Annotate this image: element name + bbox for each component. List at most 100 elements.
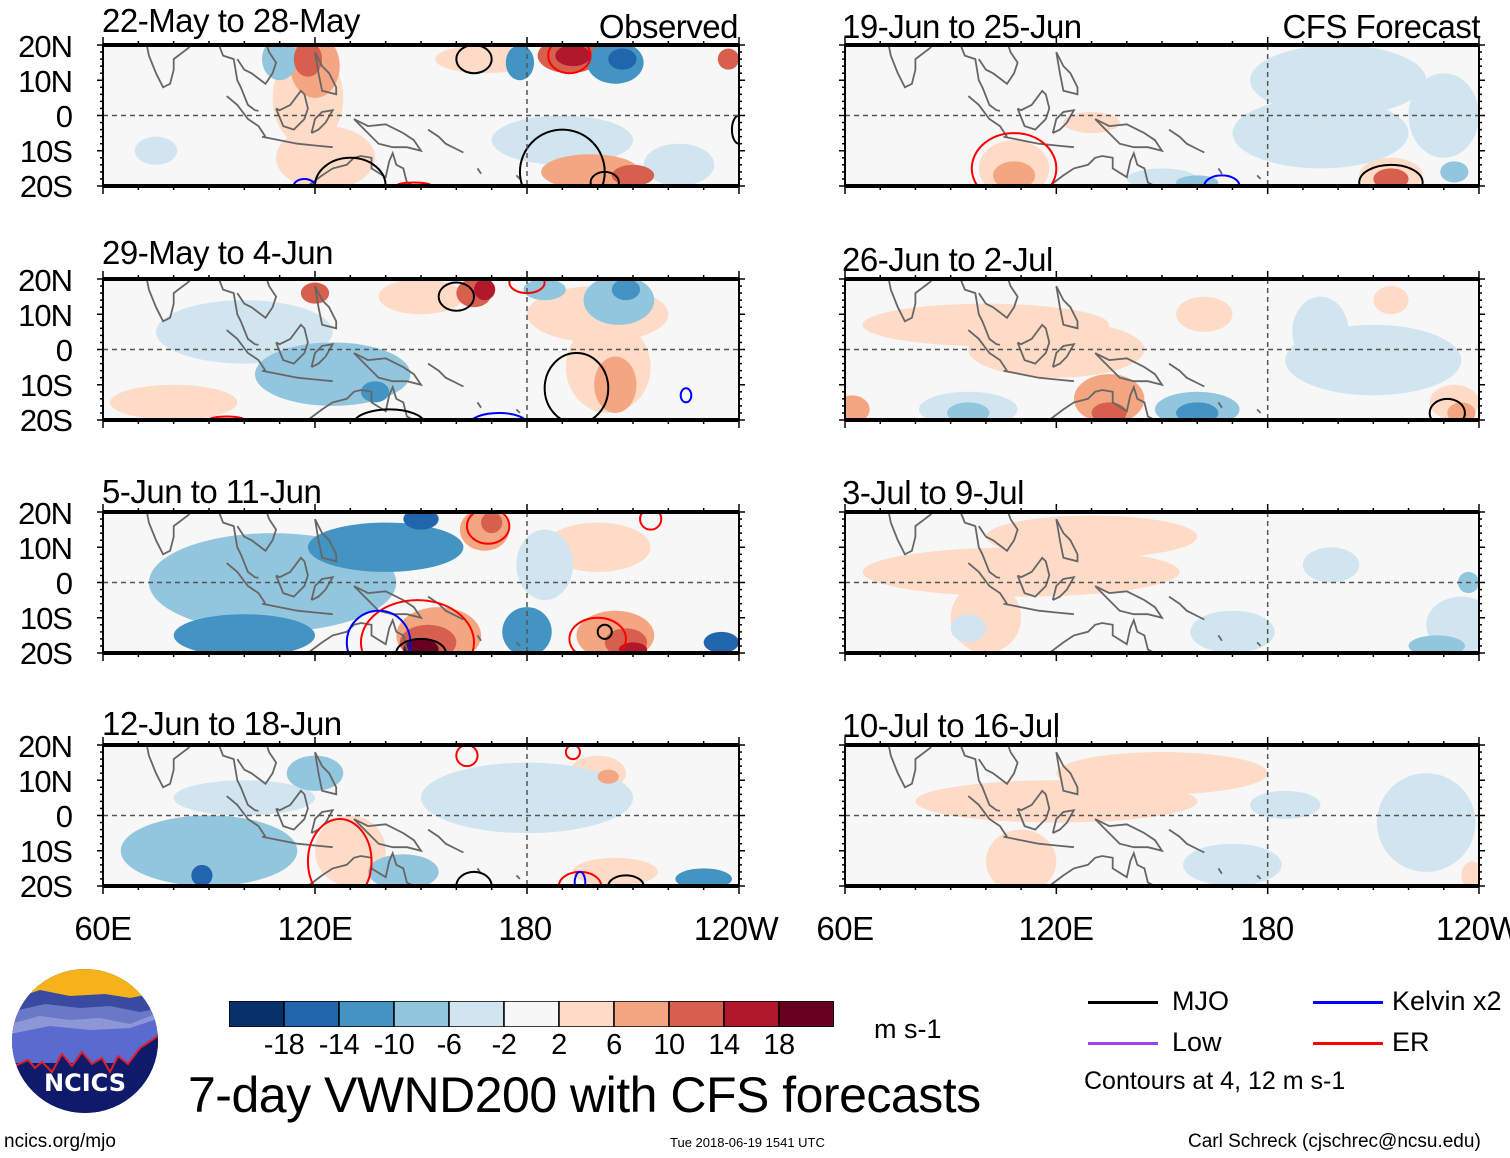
anomaly-shading	[173, 614, 315, 653]
wave-contour	[1203, 174, 1241, 186]
lat-tick-label: 10N	[18, 531, 73, 566]
lat-tick-label: 20N	[18, 263, 73, 298]
lat-tick-label: 20N	[18, 496, 73, 531]
anomaly-shading	[120, 815, 298, 886]
wave-contour	[589, 170, 620, 186]
coastline	[427, 128, 464, 154]
lon-tick-label: 60E	[74, 910, 132, 947]
anomaly-shading	[1373, 286, 1409, 315]
coastline	[292, 384, 415, 420]
coastline	[1003, 835, 1074, 849]
panel-title-fcst-1: 19-Jun to 25-Jun	[842, 8, 1082, 45]
wave-contour	[345, 609, 412, 653]
panel-title-obs-2: 29-May to 4-Jun	[102, 234, 333, 271]
coastline	[967, 562, 1008, 605]
colorbar-tick-label: 6	[606, 1029, 622, 1061]
anomaly-shading	[950, 614, 986, 643]
legend-label-low: Low	[1172, 1027, 1222, 1057]
coastline	[476, 634, 482, 642]
wave-contour	[573, 870, 587, 886]
anomaly-shading	[717, 48, 739, 70]
anomaly-shading	[1302, 547, 1360, 583]
coastline	[515, 874, 521, 880]
legend-line-low	[1088, 1042, 1158, 1045]
lat-tick-label: 20S	[19, 169, 73, 204]
coastline	[145, 512, 193, 556]
anomaly-shading	[1056, 752, 1268, 795]
coastline	[1256, 408, 1262, 414]
panel-title-obs-3: 5-Jun to 11-Jun	[102, 473, 322, 510]
lon-tick-label: 180	[498, 910, 552, 947]
lat-tick-label: 10S	[19, 834, 73, 869]
coastline	[1051, 808, 1076, 834]
anomaly-shading	[675, 868, 732, 886]
coastline	[1016, 556, 1051, 598]
map-panel-fcst-2	[839, 271, 1485, 428]
coastline	[515, 641, 521, 647]
coastline	[1094, 818, 1165, 853]
wave-contour	[568, 616, 627, 653]
coastline	[217, 45, 259, 112]
panel-title-fcst-2: 26-Jun to 2-Jul	[842, 241, 1053, 278]
anomaly-shading	[611, 279, 641, 301]
lat-tick-label: 0	[55, 333, 73, 368]
wave-contour	[455, 870, 493, 886]
colorbar-tick-label: -10	[373, 1029, 415, 1061]
coastline	[261, 835, 333, 849]
wave-contour	[508, 279, 546, 295]
anomaly-shading	[523, 279, 566, 301]
map-panel-obs-4	[97, 737, 745, 894]
wave-contour	[455, 45, 493, 75]
coastline	[145, 745, 193, 789]
coastline	[217, 745, 259, 812]
anomaly-shading	[597, 769, 619, 784]
lat-tick-label: 10N	[18, 298, 73, 333]
anomaly-shading	[378, 279, 464, 315]
ncics-url-link[interactable]: ncics.org/mjo	[4, 1131, 116, 1152]
anomaly-shading	[1091, 402, 1127, 420]
anomaly-shading	[1440, 161, 1469, 183]
map-panel-obs-3	[97, 504, 745, 661]
anomaly-shading	[474, 279, 496, 301]
lat-tick-label: 10S	[19, 134, 73, 169]
wave-contour	[306, 818, 373, 886]
colorbar-swatch	[778, 1001, 834, 1027]
coastline	[1094, 585, 1165, 620]
coastline	[236, 279, 278, 320]
coastline	[1217, 401, 1223, 409]
anomaly-shading	[703, 631, 739, 653]
ncics-logo[interactable]: NCICS	[10, 968, 160, 1114]
wave-contour	[359, 599, 475, 653]
anomaly-shading	[403, 638, 439, 653]
colorbar-tick-label: 2	[551, 1029, 567, 1061]
wave-contour	[395, 181, 433, 186]
colorbar-swatch	[613, 1001, 670, 1027]
anomaly-shading	[845, 395, 870, 420]
coastline	[959, 512, 1001, 579]
anomaly-shading	[1447, 402, 1476, 420]
wave-contour	[639, 512, 663, 531]
anomaly-shading	[572, 857, 658, 886]
coastline	[275, 556, 309, 598]
coastline	[967, 329, 1008, 372]
map-panel-obs-2	[97, 271, 745, 428]
coastline	[353, 352, 424, 387]
panel-title-fcst-4: 10-Jul to 16-Jul	[842, 707, 1060, 744]
map-panel-fcst-4	[839, 737, 1485, 894]
coastline	[314, 51, 338, 96]
author-credit: Carl Schreck (cjschrec@ncsu.edu)	[1188, 1131, 1481, 1152]
lat-tick-label: 0	[55, 566, 73, 601]
anomaly-shading	[1176, 402, 1219, 420]
coastline	[1256, 174, 1262, 180]
coastline	[1055, 285, 1079, 330]
anomaly-shading	[1292, 296, 1349, 368]
lat-tick-label: 20S	[19, 403, 73, 438]
anomaly-shading	[1190, 610, 1275, 653]
anomaly-shading	[1461, 861, 1479, 886]
colorbar-swatch	[393, 1001, 450, 1027]
wave-contour	[547, 45, 592, 75]
legend-label-er: ER	[1392, 1027, 1430, 1057]
anomaly-shading	[643, 143, 715, 186]
colorbar	[229, 1001, 834, 1027]
anomaly-shading	[307, 522, 464, 572]
